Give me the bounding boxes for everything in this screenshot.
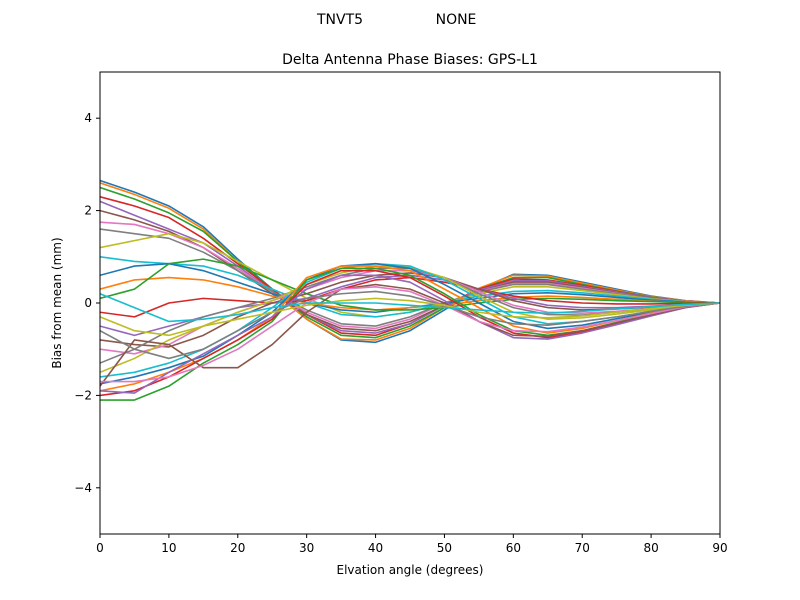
series-line-30 (100, 293, 720, 323)
y-tick-label: 4 (84, 111, 92, 125)
series-line-8 (100, 228, 720, 327)
x-tick-label: 50 (437, 541, 452, 555)
series-line-25 (100, 274, 720, 394)
series-line-24 (100, 269, 720, 397)
x-tick-label: 60 (506, 541, 521, 555)
y-tick-label: 0 (84, 296, 92, 310)
x-tick-label: 30 (299, 541, 314, 555)
series-layer (100, 179, 720, 401)
series-line-26 (100, 283, 720, 387)
series-line-1 (100, 179, 720, 344)
suptitle-right: NONE (436, 12, 477, 28)
series-line-28 (100, 290, 720, 360)
y-tick-label: −4 (74, 481, 92, 495)
x-tick-label: 20 (230, 541, 245, 555)
x-tick-label: 70 (575, 541, 590, 555)
series-line-29 (100, 297, 720, 337)
x-tick-label: 80 (643, 541, 658, 555)
y-axis: −4 −2 0 2 4 (74, 111, 100, 495)
series-line-10 (100, 256, 720, 318)
x-tick-label: 10 (161, 541, 176, 555)
series-line-21 (100, 262, 720, 385)
y-tick-label: 2 (84, 204, 92, 218)
series-line-12 (100, 276, 720, 311)
series-line-13 (100, 258, 720, 311)
x-tick-label: 40 (368, 541, 383, 555)
series-line-2 (100, 182, 720, 341)
x-axis-label: Elvation angle (degrees) (337, 563, 484, 577)
y-tick-label: −2 (74, 388, 92, 402)
series-line-27 (100, 286, 720, 383)
y-axis-label: Bias from mean (mm) (50, 237, 64, 368)
suptitle-left: TNVT5 (316, 12, 363, 28)
x-tick-label: 0 (96, 541, 104, 555)
chart-title: Delta Antenna Phase Biases: GPS-L1 (282, 52, 538, 68)
x-axis: 0 10 20 30 40 50 60 70 80 90 (96, 534, 728, 555)
x-tick-label: 90 (712, 541, 727, 555)
